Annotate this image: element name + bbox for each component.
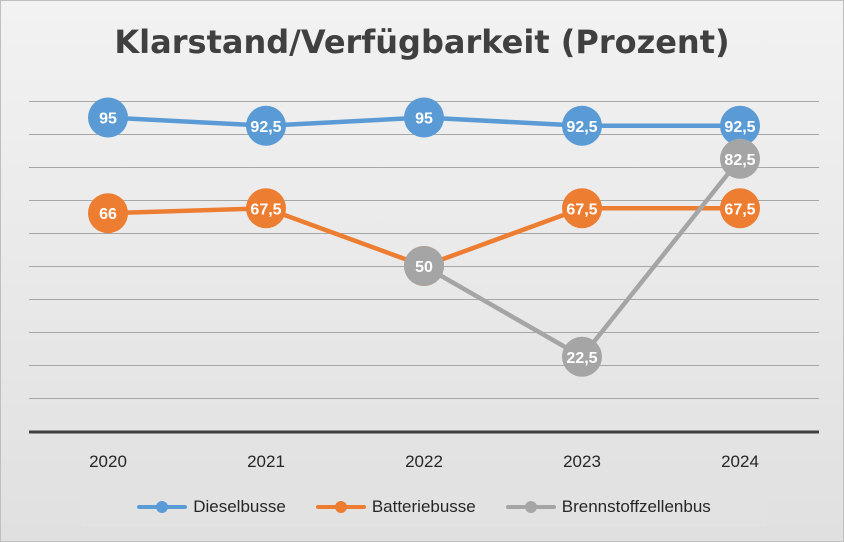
x-tick-label: 2021: [247, 452, 285, 471]
legend-swatch-dieselbusse: [137, 501, 188, 513]
x-tick-label: 2023: [563, 452, 601, 471]
data-label: 95: [415, 111, 433, 128]
data-point: [88, 97, 128, 138]
data-label: 67,5: [250, 201, 281, 218]
data-label: 92,5: [250, 119, 281, 136]
data-label: 95: [99, 111, 117, 128]
data-point: [562, 105, 602, 146]
x-tick-label: 2020: [89, 452, 127, 471]
data-point: [562, 188, 602, 229]
x-tick-label: 2024: [721, 452, 759, 471]
data-label: 82,5: [724, 152, 755, 169]
legend-label-brennstoffzellenbus: Brennstoffzellenbus: [561, 497, 711, 516]
data-point: [720, 188, 760, 229]
data-point: [246, 105, 286, 146]
data-label: 66: [99, 206, 117, 223]
data-label: 50: [415, 259, 433, 276]
chart-title: Klarstand/Verfügbarkeit (Prozent): [114, 23, 730, 61]
legend-item-dieselbusse: Dieselbusse: [137, 497, 286, 517]
legend-item-batteriebusse: Batteriebusse: [315, 497, 476, 517]
data-point: [562, 336, 602, 377]
data-point: [88, 193, 128, 234]
legend: Dieselbusse Batteriebusse Brennstoffzell…: [81, 487, 767, 527]
data-label: 92,5: [724, 119, 755, 136]
data-point: [720, 105, 760, 146]
legend-swatch-batteriebusse: [315, 501, 366, 513]
data-label: 22,5: [566, 350, 597, 367]
legend-label-dieselbusse: Dieselbusse: [193, 497, 286, 516]
data-point: [720, 138, 760, 179]
x-tick-label: 2022: [405, 452, 443, 471]
legend-item-brennstoffzellenbus: Brennstoffzellenbus: [505, 497, 711, 517]
legend-label-batteriebusse: Batteriebusse: [371, 497, 476, 516]
data-point: [246, 188, 286, 229]
legend-swatch-brennstoffzellenbus: [505, 501, 556, 513]
data-label: 67,5: [724, 201, 755, 218]
data-label: 67,5: [566, 201, 597, 218]
data-point: [404, 246, 444, 286]
data-label: 92,5: [566, 119, 597, 136]
data-point: [404, 97, 444, 138]
